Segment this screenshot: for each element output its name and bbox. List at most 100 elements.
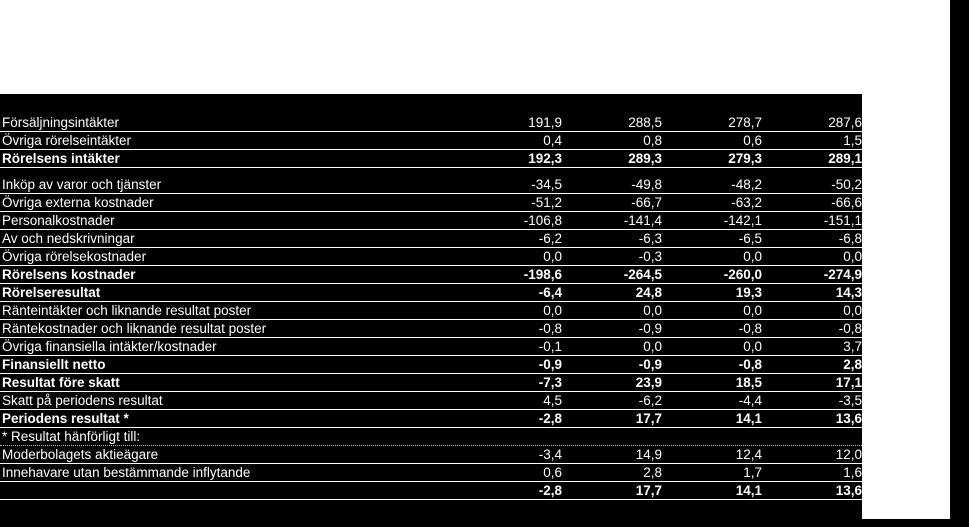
- cell-value: 18,5: [735, 375, 762, 390]
- cell-value: 288,5: [628, 115, 662, 130]
- cell-value: 3,7: [843, 339, 862, 354]
- income-statement-table: Försäljningsintäkter 191,9 288,5 278,7 2…: [0, 114, 862, 500]
- cell-value: 0,6: [543, 465, 562, 480]
- row-label: * Resultat hänförligt till:: [2, 429, 141, 444]
- table-row: Övriga rörelsekostnader 0,0 -0,3 0,0 0,0: [0, 248, 862, 266]
- cell-value: -2,8: [538, 411, 562, 426]
- table-row: Innehavare utan bestämmande inflytande 0…: [0, 464, 862, 482]
- cell-value: 12,0: [835, 447, 862, 462]
- cell-value: 192,3: [528, 151, 562, 166]
- cell-value: 13,6: [835, 411, 862, 426]
- cell-value: -63,2: [731, 195, 762, 210]
- cell-value: -34,5: [531, 177, 562, 192]
- cell-value: 0,0: [743, 249, 762, 264]
- cell-value: 17,1: [835, 375, 862, 390]
- cell-value: 0,0: [543, 249, 562, 264]
- cell-value: 279,3: [728, 151, 762, 166]
- cell-value: 1,7: [743, 465, 762, 480]
- cell-value: -0,8: [738, 357, 762, 372]
- cell-value: -0,8: [838, 321, 862, 336]
- cell-value: 0,0: [643, 339, 662, 354]
- row-label: Periodens resultat *: [2, 411, 129, 426]
- cell-value: -141,4: [623, 213, 662, 228]
- row-label: Personalkostnader: [2, 213, 115, 228]
- table-background: [0, 94, 862, 519]
- cell-value: 1,5: [843, 133, 862, 148]
- cell-value: 289,3: [628, 151, 662, 166]
- table-row-note: * Resultat hänförligt till:: [0, 428, 862, 446]
- cell-value: 0,0: [743, 339, 762, 354]
- cell-value: 13,6: [835, 483, 862, 498]
- row-label: Räntekostnader och liknande resultat pos…: [2, 321, 267, 336]
- table-row-total: Rörelsens kostnader -198,6 -264,5 -260,0…: [0, 266, 862, 284]
- cell-value: -6,8: [838, 231, 862, 246]
- row-label: Ränteintäkter och liknande resultat post…: [2, 303, 252, 318]
- table-row-total: Resultat före skatt -7,3 23,9 18,5 17,1: [0, 374, 862, 392]
- table-row-total: Finansiellt netto -0,9 -0,9 -0,8 2,8: [0, 356, 862, 374]
- cell-value: 4,5: [543, 393, 562, 408]
- row-label: Övriga externa kostnader: [2, 195, 154, 210]
- table-row: Övriga rörelseintäkter 0,4 0,8 0,6 1,5: [0, 132, 862, 150]
- cell-value: 14,3: [835, 285, 862, 300]
- table-row: Räntekostnader och liknande resultat pos…: [0, 320, 862, 338]
- cell-value: -0,3: [638, 249, 662, 264]
- cell-value: 287,6: [828, 115, 862, 130]
- row-spacer: [0, 168, 862, 176]
- row-label: Inköp av varor och tjänster: [2, 177, 162, 192]
- table-row: Personalkostnader -106,8 -141,4 -142,1 -…: [0, 212, 862, 230]
- cell-value: 17,7: [635, 483, 662, 498]
- cell-value: -0,9: [638, 321, 662, 336]
- cell-value: -50,2: [831, 177, 862, 192]
- cell-value: -6,5: [738, 231, 762, 246]
- cell-value: 2,8: [843, 357, 862, 372]
- table-row: Moderbolagets aktieägare -3,4 14,9 12,4 …: [0, 446, 862, 464]
- bottom-edge-bar: [0, 519, 969, 527]
- table-row: Av och nedskrivningar -6,2 -6,3 -6,5 -6,…: [0, 230, 862, 248]
- row-label: Rörelseresultat: [2, 285, 101, 300]
- row-label: Rörelsens intäkter: [2, 151, 120, 166]
- cell-value: -48,2: [731, 177, 762, 192]
- cell-value: 289,1: [828, 151, 862, 166]
- cell-value: -198,6: [523, 267, 562, 282]
- cell-value: 19,3: [735, 285, 762, 300]
- row-label: Moderbolagets aktieägare: [2, 447, 159, 462]
- cell-value: 14,1: [735, 483, 762, 498]
- cell-value: -264,5: [623, 267, 662, 282]
- cell-value: -6,3: [638, 231, 662, 246]
- cell-value: 12,4: [735, 447, 762, 462]
- cell-value: 191,9: [528, 115, 562, 130]
- table-row-total: Rörelsens intäkter 192,3 289,3 279,3 289…: [0, 150, 862, 168]
- row-label: Innehavare utan bestämmande inflytande: [2, 465, 251, 480]
- table-row: Skatt på periodens resultat 4,5 -6,2 -4,…: [0, 392, 862, 410]
- cell-value: -274,9: [823, 267, 862, 282]
- row-label: Övriga rörelsekostnader: [2, 249, 147, 264]
- cell-value: -0,9: [638, 357, 662, 372]
- row-label: Övriga finansiella intäkter/kostnader: [2, 339, 217, 354]
- cell-value: -66,6: [831, 195, 862, 210]
- cell-value: -0,8: [738, 321, 762, 336]
- cell-value: 0,0: [843, 303, 862, 318]
- cell-value: -260,0: [723, 267, 762, 282]
- cell-value: 24,8: [635, 285, 662, 300]
- cell-value: 0,0: [743, 303, 762, 318]
- cell-value: 14,1: [735, 411, 762, 426]
- cell-value: 17,7: [635, 411, 662, 426]
- cell-value: -6,2: [538, 231, 562, 246]
- cell-value: -2,8: [538, 483, 562, 498]
- cell-value: 14,9: [635, 447, 662, 462]
- row-label: Rörelsens kostnader: [2, 267, 136, 282]
- cell-value: 2,8: [643, 465, 662, 480]
- cell-value: -151,1: [823, 213, 862, 228]
- cell-value: -7,3: [538, 375, 562, 390]
- row-label: Resultat före skatt: [2, 375, 120, 390]
- cell-value: 1,6: [843, 465, 862, 480]
- table-row-total: Periodens resultat * -2,8 17,7 14,1 13,6: [0, 410, 862, 428]
- cell-value: -3,4: [538, 447, 562, 462]
- table-row: Övriga externa kostnader -51,2 -66,7 -63…: [0, 194, 862, 212]
- cell-value: 0,0: [543, 303, 562, 318]
- cell-value: -3,5: [838, 393, 862, 408]
- table-row: Övriga finansiella intäkter/kostnader -0…: [0, 338, 862, 356]
- cell-value: 278,7: [728, 115, 762, 130]
- table-row: Ränteintäkter och liknande resultat post…: [0, 302, 862, 320]
- table-row-total: -2,8 17,7 14,1 13,6: [0, 482, 862, 500]
